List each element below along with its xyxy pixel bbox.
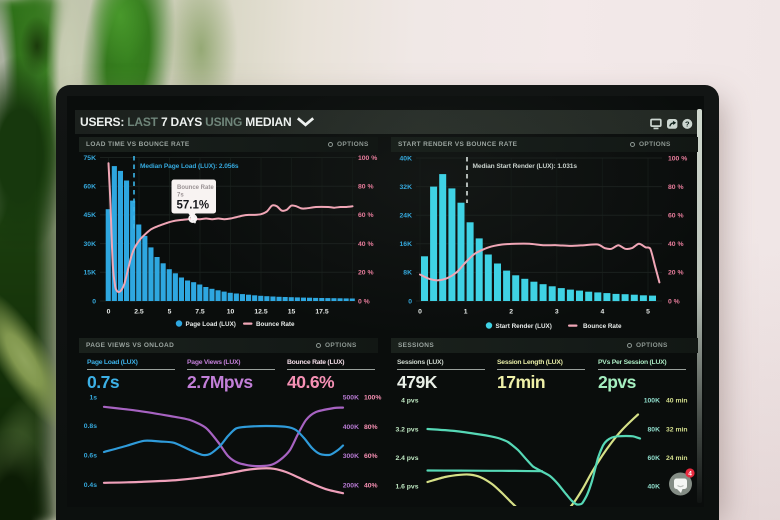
svg-text:45K: 45K	[84, 212, 97, 219]
svg-text:60%: 60%	[364, 453, 378, 460]
svg-text:Bounce Rate: Bounce Rate	[256, 321, 295, 328]
svg-text:15: 15	[288, 309, 296, 316]
svg-text:4 pvs: 4 pvs	[401, 398, 419, 405]
svg-text:80 %: 80 %	[358, 184, 374, 191]
svg-text:100K: 100K	[644, 398, 660, 405]
svg-text:80%: 80%	[364, 424, 378, 431]
svg-text:3: 3	[555, 309, 559, 316]
svg-text:24K: 24K	[400, 213, 413, 220]
svg-text:60 %: 60 %	[668, 213, 684, 220]
svg-text:40 %: 40 %	[668, 241, 684, 248]
svg-text:80K: 80K	[648, 427, 661, 434]
svg-text:4: 4	[688, 471, 692, 478]
svg-text:2.5: 2.5	[134, 309, 144, 316]
svg-text:200K: 200K	[343, 482, 359, 489]
svg-text:2: 2	[509, 309, 513, 316]
svg-text:40K: 40K	[400, 155, 413, 162]
svg-text:8K: 8K	[403, 270, 412, 277]
svg-text:100 %: 100 %	[668, 155, 687, 162]
svg-text:0: 0	[92, 298, 96, 305]
svg-text:100 %: 100 %	[358, 155, 377, 162]
svg-text:0.8s: 0.8s	[84, 423, 97, 430]
svg-text:75K: 75K	[84, 155, 97, 162]
svg-text:30K: 30K	[84, 241, 97, 248]
svg-text:2.4 pvs: 2.4 pvs	[395, 455, 418, 462]
svg-text:0: 0	[408, 298, 412, 305]
svg-text:Median Start Render (LUX): 1.0: Median Start Render (LUX): 1.031s	[473, 163, 578, 170]
svg-text:16K: 16K	[400, 241, 413, 248]
svg-text:7s: 7s	[177, 193, 184, 199]
svg-text:0.4s: 0.4s	[84, 482, 97, 489]
svg-text:60K: 60K	[84, 184, 97, 191]
svg-text:Bounce Rate: Bounce Rate	[177, 185, 214, 191]
svg-text:10: 10	[227, 309, 235, 316]
svg-text:0: 0	[418, 309, 422, 316]
svg-text:24 min: 24 min	[666, 455, 688, 462]
svg-text:4: 4	[601, 309, 605, 316]
svg-text:60K: 60K	[648, 455, 661, 462]
svg-text:0 %: 0 %	[358, 298, 370, 305]
svg-text:32 min: 32 min	[666, 427, 688, 434]
svg-text:40 min: 40 min	[666, 398, 688, 405]
svg-text:17.5: 17.5	[315, 309, 328, 316]
svg-text:Page Load (LUX): Page Load (LUX)	[186, 321, 236, 328]
svg-text:20 %: 20 %	[668, 270, 684, 277]
svg-text:Median Page Load (LUX): 2.056s: Median Page Load (LUX): 2.056s	[140, 163, 239, 170]
svg-text:1s: 1s	[89, 395, 97, 402]
svg-text:3.2 pvs: 3.2 pvs	[395, 427, 418, 434]
svg-text:7.5: 7.5	[195, 309, 205, 316]
svg-text:5: 5	[168, 309, 172, 316]
svg-text:15K: 15K	[84, 270, 97, 277]
svg-text:40K: 40K	[648, 484, 661, 491]
svg-text:32K: 32K	[400, 184, 413, 191]
svg-text:500K: 500K	[343, 395, 359, 402]
svg-text:5: 5	[646, 309, 650, 316]
svg-text:0: 0	[107, 309, 111, 316]
svg-text:1: 1	[464, 309, 468, 316]
svg-text:?: ?	[685, 120, 690, 129]
svg-text:400K: 400K	[343, 424, 359, 431]
svg-text:0.6s: 0.6s	[84, 453, 97, 460]
svg-text:60 %: 60 %	[358, 212, 374, 219]
svg-text:300K: 300K	[343, 453, 359, 460]
svg-text:100%: 100%	[364, 395, 381, 402]
svg-text:12.5: 12.5	[254, 309, 267, 316]
svg-text:40 %: 40 %	[358, 241, 374, 248]
svg-text:57.1%: 57.1%	[177, 200, 210, 212]
svg-text:Start Render (LUX): Start Render (LUX)	[496, 323, 552, 330]
svg-text:20 %: 20 %	[358, 270, 374, 277]
svg-text:80 %: 80 %	[668, 184, 684, 191]
svg-text:40%: 40%	[364, 482, 378, 489]
svg-text:1.6 pvs: 1.6 pvs	[395, 484, 418, 491]
svg-text:Bounce Rate: Bounce Rate	[583, 323, 622, 330]
svg-text:0 %: 0 %	[668, 298, 680, 305]
